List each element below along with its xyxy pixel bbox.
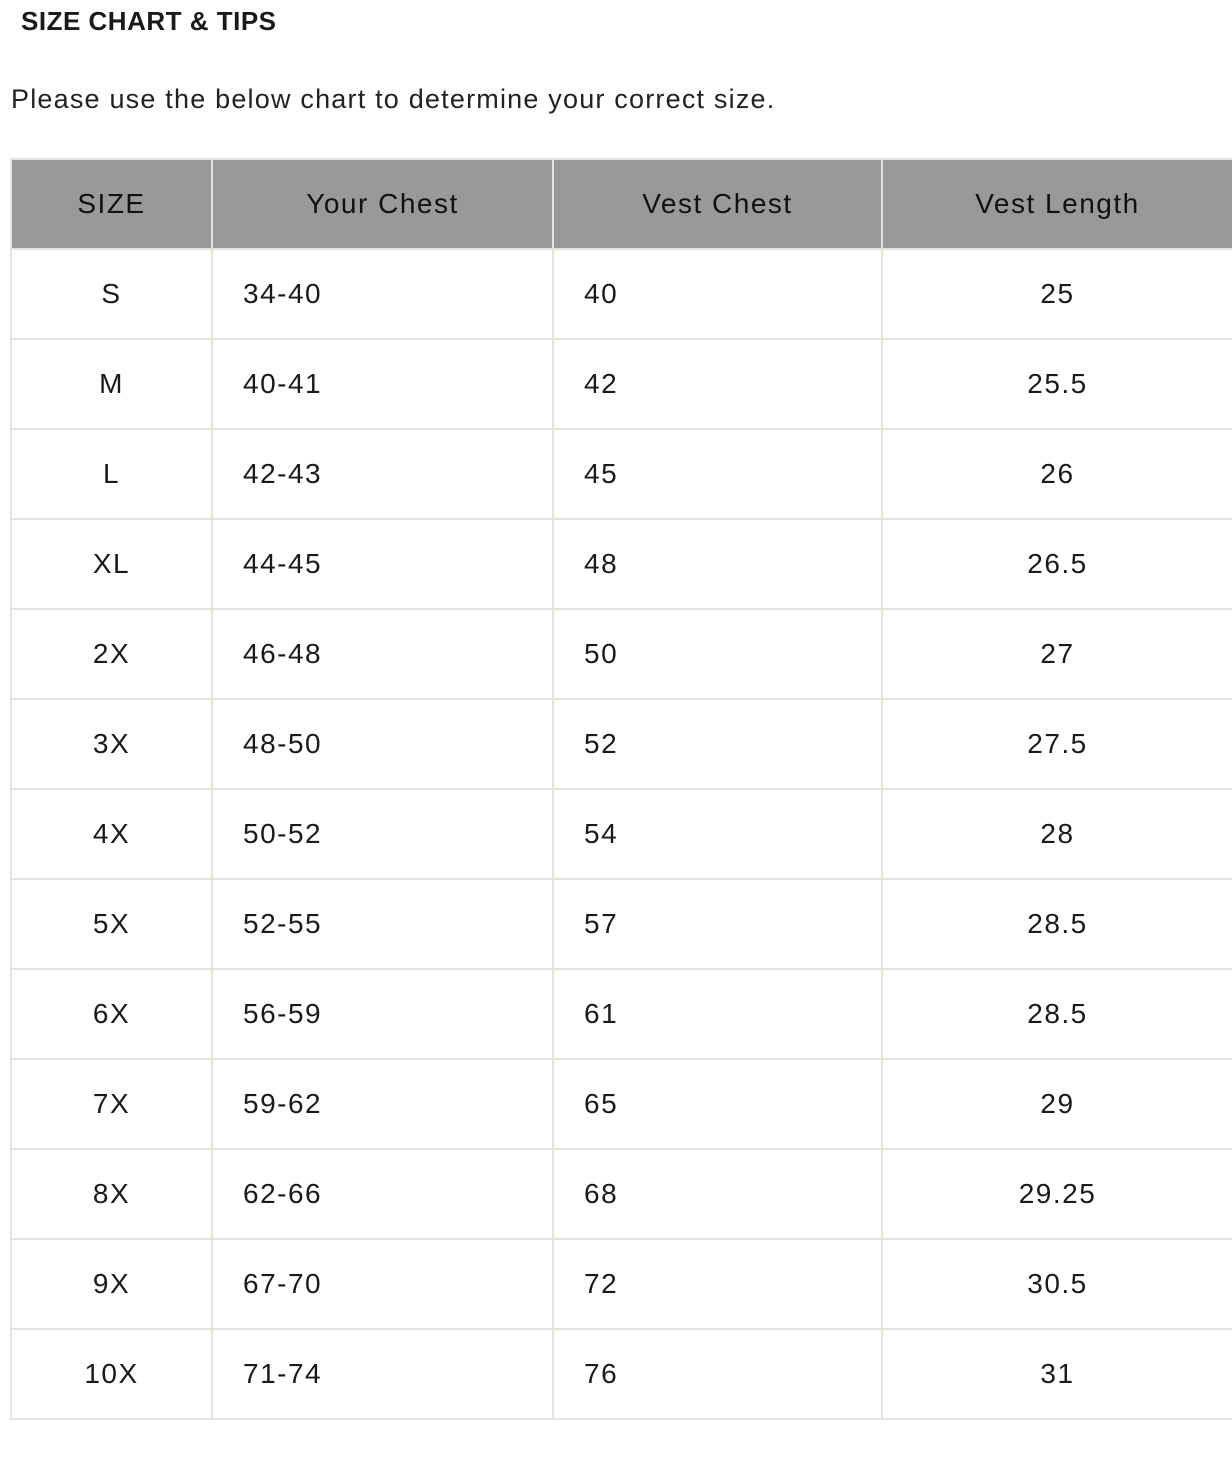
cell-size: 8X <box>10 1148 213 1240</box>
cell-size: XL <box>10 518 213 610</box>
table-header-row: SIZE Your Chest Vest Chest Vest Length <box>10 158 1232 250</box>
cell-your-chest: 40-41 <box>211 338 554 430</box>
cell-vest-length: 26.5 <box>881 518 1232 610</box>
cell-your-chest: 67-70 <box>211 1238 554 1330</box>
cell-vest-length: 29.25 <box>881 1148 1232 1240</box>
table-row: M 40-41 42 25.5 <box>10 338 1232 430</box>
cell-vest-length: 25.5 <box>881 338 1232 430</box>
cell-vest-chest: 40 <box>552 248 883 340</box>
cell-size: 10X <box>10 1328 213 1420</box>
page-title: SIZE CHART & TIPS <box>21 6 277 36</box>
cell-size: 5X <box>10 878 213 970</box>
cell-vest-length: 25 <box>881 248 1232 340</box>
cell-vest-length: 30.5 <box>881 1238 1232 1330</box>
cell-your-chest: 71-74 <box>211 1328 554 1420</box>
table-row: XL 44-45 48 26.5 <box>10 518 1232 610</box>
cell-size: 2X <box>10 608 213 700</box>
cell-vest-chest: 61 <box>552 968 883 1060</box>
table-row: 3X 48-50 52 27.5 <box>10 698 1232 790</box>
cell-vest-chest: 52 <box>552 698 883 790</box>
cell-vest-length: 26 <box>881 428 1232 520</box>
cell-your-chest: 50-52 <box>211 788 554 880</box>
cell-size: 4X <box>10 788 213 880</box>
cell-size: 3X <box>10 698 213 790</box>
header-your-chest: Your Chest <box>211 158 554 250</box>
cell-vest-chest: 76 <box>552 1328 883 1420</box>
cell-vest-chest: 72 <box>552 1238 883 1330</box>
cell-vest-chest: 45 <box>552 428 883 520</box>
cell-your-chest: 48-50 <box>211 698 554 790</box>
cell-vest-chest: 68 <box>552 1148 883 1240</box>
cell-vest-chest: 57 <box>552 878 883 970</box>
table-row: 2X 46-48 50 27 <box>10 608 1232 700</box>
table-row: 9X 67-70 72 30.5 <box>10 1238 1232 1330</box>
table-row: 5X 52-55 57 28.5 <box>10 878 1232 970</box>
cell-size: S <box>10 248 213 340</box>
cell-vest-length: 27 <box>881 608 1232 700</box>
cell-your-chest: 56-59 <box>211 968 554 1060</box>
table-row: 8X 62-66 68 29.25 <box>10 1148 1232 1240</box>
table-row: S 34-40 40 25 <box>10 248 1232 340</box>
cell-vest-chest: 50 <box>552 608 883 700</box>
cell-vest-length: 28.5 <box>881 878 1232 970</box>
table-row: 10X 71-74 76 31 <box>10 1328 1232 1420</box>
header-vest-length: Vest Length <box>881 158 1232 250</box>
cell-size: 6X <box>10 968 213 1060</box>
cell-your-chest: 42-43 <box>211 428 554 520</box>
table-row: 4X 50-52 54 28 <box>10 788 1232 880</box>
cell-size: 7X <box>10 1058 213 1150</box>
size-chart-table: SIZE Your Chest Vest Chest Vest Length S… <box>10 158 1232 1420</box>
table-row: 7X 59-62 65 29 <box>10 1058 1232 1150</box>
cell-your-chest: 44-45 <box>211 518 554 610</box>
cell-vest-chest: 54 <box>552 788 883 880</box>
header-vest-chest: Vest Chest <box>552 158 883 250</box>
cell-your-chest: 46-48 <box>211 608 554 700</box>
cell-vest-chest: 42 <box>552 338 883 430</box>
cell-your-chest: 52-55 <box>211 878 554 970</box>
cell-vest-length: 28.5 <box>881 968 1232 1060</box>
cell-your-chest: 34-40 <box>211 248 554 340</box>
header-size: SIZE <box>10 158 213 250</box>
cell-vest-chest: 48 <box>552 518 883 610</box>
cell-vest-length: 27.5 <box>881 698 1232 790</box>
cell-your-chest: 62-66 <box>211 1148 554 1240</box>
cell-vest-chest: 65 <box>552 1058 883 1150</box>
table-row: L 42-43 45 26 <box>10 428 1232 520</box>
cell-size: L <box>10 428 213 520</box>
cell-vest-length: 28 <box>881 788 1232 880</box>
table-row: 6X 56-59 61 28.5 <box>10 968 1232 1060</box>
cell-your-chest: 59-62 <box>211 1058 554 1150</box>
cell-vest-length: 29 <box>881 1058 1232 1150</box>
cell-vest-length: 31 <box>881 1328 1232 1420</box>
cell-size: M <box>10 338 213 430</box>
cell-size: 9X <box>10 1238 213 1330</box>
intro-text: Please use the below chart to determine … <box>11 84 776 114</box>
